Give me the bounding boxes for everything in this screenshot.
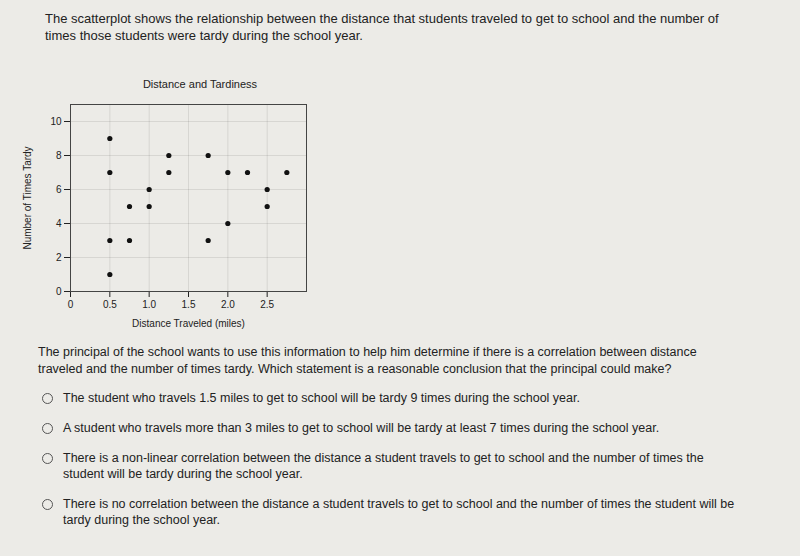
svg-text:Number of Times Tardy: Number of Times Tardy xyxy=(22,146,33,249)
html-text:There is a non-linear correlat: There is a non-linear correlation betwee… xyxy=(63,451,704,481)
svg-text:10: 10 xyxy=(50,116,62,127)
html-text:Distance and Tardiness: Distance and Tardiness xyxy=(142,78,258,90)
html-text:The principal of the school wa: The principal of the school wants to use… xyxy=(38,345,697,376)
svg-text:0.5: 0.5 xyxy=(103,299,117,310)
svg-text:0: 0 xyxy=(56,286,62,297)
html-text:A student who travels more tha: A student who travels more than 3 miles … xyxy=(63,421,660,435)
svg-text:6: 6 xyxy=(56,184,62,195)
html-text:The scatterplot shows the rela: The scatterplot shows the relationship b… xyxy=(45,11,719,43)
svg-text:1.0: 1.0 xyxy=(142,299,156,310)
svg-text:1.5: 1.5 xyxy=(182,299,196,310)
html-text:There is no correlation betwee: There is no correlation between the dist… xyxy=(63,497,735,527)
svg-text:8: 8 xyxy=(56,150,62,161)
svg-text:2.0: 2.0 xyxy=(221,299,235,310)
svg-text:2: 2 xyxy=(56,252,62,263)
svg-text:Distance Traveled (miles): Distance Traveled (miles) xyxy=(132,318,245,329)
html-text:The student who travels 1.5 mi: The student who travels 1.5 miles to get… xyxy=(63,391,580,405)
svg-text:2.5: 2.5 xyxy=(260,299,274,310)
svg-text:0: 0 xyxy=(68,299,74,310)
svg-text:4: 4 xyxy=(56,218,62,229)
